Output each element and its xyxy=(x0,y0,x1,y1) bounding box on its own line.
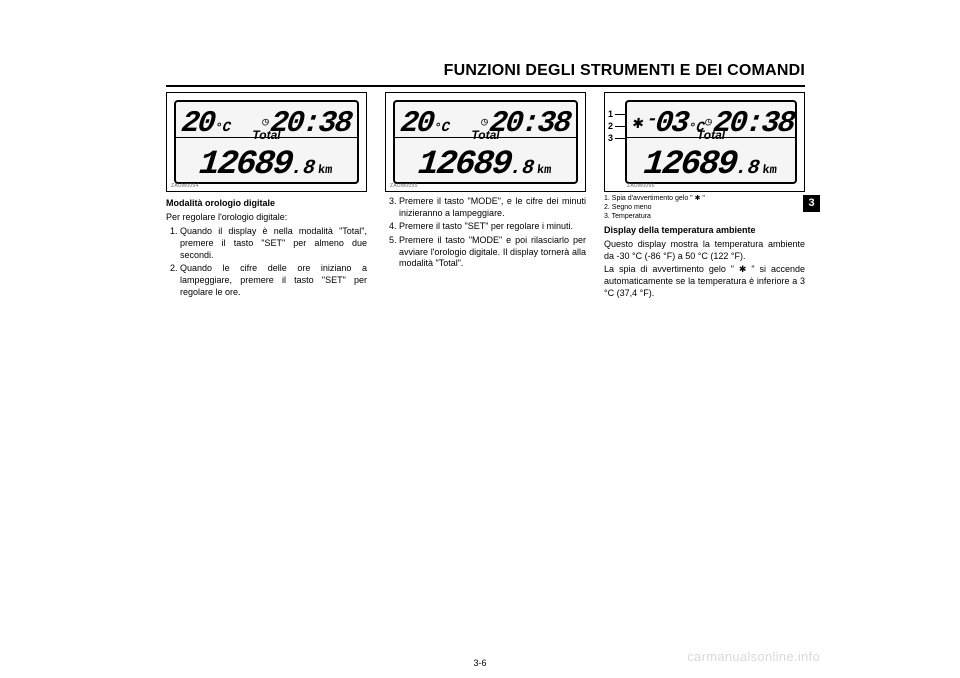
odometer-main: 12689 xyxy=(642,143,739,187)
figure-2: 20 ° C ◷ 20 : 38 Total 12689 .8 xyxy=(385,92,586,192)
section-header: FUNZIONI DEGLI STRUMENTI E DEI COMANDI xyxy=(166,62,805,80)
figure-ref: ZAUM0095 xyxy=(390,183,418,190)
caption-line-1: 1. Spia d'avvertimento gelo " ✱ " xyxy=(604,195,805,204)
odometer-unit: km xyxy=(762,163,778,179)
callout-1: 1 xyxy=(608,109,613,121)
odometer-main: 12689 xyxy=(416,143,513,187)
frost-icon: ✱ xyxy=(631,113,644,136)
total-label: Total xyxy=(697,128,725,144)
lcd-panel: 20 ° C ◷ 20 : 38 Total 12689 .8 xyxy=(393,100,578,184)
figure-ref: ZAUM0094 xyxy=(171,183,199,190)
temp-value: 20 xyxy=(399,105,435,144)
clock-minutes: 38 xyxy=(536,105,572,144)
odometer-unit: km xyxy=(536,163,552,179)
col2-item-5: Premere il tasto "MODE" e poi rilasciarl… xyxy=(399,235,586,270)
callout-2: 2 xyxy=(608,121,613,133)
columns: 20 ° C ◷ 20 : 38 Total 12689 .8 xyxy=(166,92,805,301)
total-label: Total xyxy=(471,128,499,144)
figure-1: 20 ° C ◷ 20 : 38 Total 12689 .8 xyxy=(166,92,367,192)
figure-3-caption: 1. Spia d'avvertimento gelo " ✱ " 2. Seg… xyxy=(604,195,805,221)
col3-p2: La spia di avvertimento gelo " ✱ " si ac… xyxy=(604,264,805,299)
figure-ref: ZAUM0096 xyxy=(627,183,655,190)
odometer-decimal: .8 xyxy=(509,156,536,182)
caption-line-3: 3. Temperatura xyxy=(604,213,805,222)
odometer-unit: km xyxy=(317,163,333,179)
col1-heading: Modalità orologio digitale xyxy=(166,198,367,210)
watermark: carmanualsonline.info xyxy=(687,649,820,664)
column-1: 20 ° C ◷ 20 : 38 Total 12689 .8 xyxy=(166,92,367,301)
col1-intro: Per regolare l'orologio digitale: xyxy=(166,212,367,224)
col1-item-2: Quando le cifre delle ore iniziano a lam… xyxy=(180,263,367,298)
col2-item-3: Premere il tasto "MODE", e le cifre dei … xyxy=(399,196,586,219)
odometer-main: 12689 xyxy=(197,143,294,187)
lcd-bottom-row: 12689 .8 km xyxy=(399,143,572,180)
lcd-bottom-row: 12689 .8 km xyxy=(631,143,791,180)
col1-item-1: Quando il display è nella modalità "Tota… xyxy=(180,226,367,261)
col3-p1: Questo display mostra la temperatura amb… xyxy=(604,239,805,262)
clock-minutes: 38 xyxy=(760,105,796,144)
odometer-decimal: .8 xyxy=(290,156,317,182)
content: 20 ° C ◷ 20 : 38 Total 12689 .8 xyxy=(166,92,805,572)
col2-item-4: Premere il tasto "SET" per regolare i mi… xyxy=(399,221,586,233)
clock-minutes: 38 xyxy=(317,105,353,144)
chapter-tab: 3 xyxy=(803,195,820,212)
header-rule xyxy=(166,85,805,87)
temp-value: 20 xyxy=(180,105,216,144)
col1-list: Quando il display è nella modalità "Tota… xyxy=(180,226,367,298)
column-2: 20 ° C ◷ 20 : 38 Total 12689 .8 xyxy=(385,92,586,301)
lcd-panel: 20 ° C ◷ 20 : 38 Total 12689 .8 xyxy=(174,100,359,184)
total-label: Total xyxy=(252,128,280,144)
page: FUNZIONI DEGLI STRUMENTI E DEI COMANDI 3… xyxy=(0,0,960,678)
celsius-unit: C xyxy=(441,119,451,137)
odometer-decimal: .8 xyxy=(734,156,761,182)
col3-heading: Display della temperatura ambiente xyxy=(604,225,805,237)
caption-line-2: 2. Segno meno xyxy=(604,204,805,213)
callout-line-1 xyxy=(615,114,625,115)
col2-list: Premere il tasto "MODE", e le cifre dei … xyxy=(399,196,586,270)
callout-3: 3 xyxy=(608,133,613,145)
celsius-unit: C xyxy=(222,119,232,137)
figure-3: 1 2 3 ✱ - 03 ° C xyxy=(604,92,805,192)
lcd-bottom-row: 12689 .8 km xyxy=(180,143,353,180)
column-3: 1 2 3 ✱ - 03 ° C xyxy=(604,92,805,301)
lcd-panel: ✱ - 03 ° C ◷ 20 : 38 Total xyxy=(625,100,797,184)
